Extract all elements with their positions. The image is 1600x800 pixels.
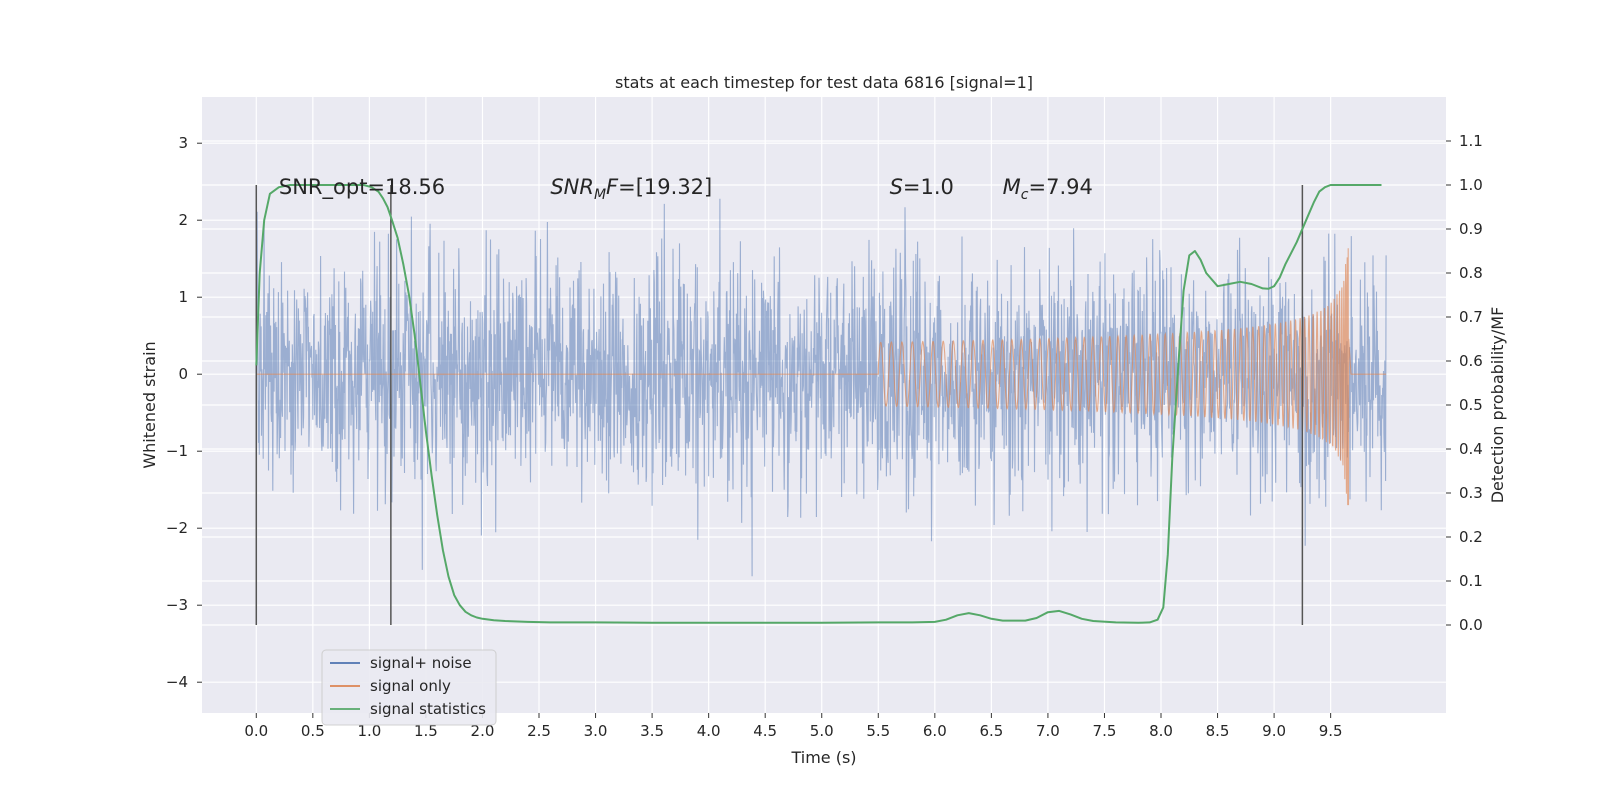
y-tick-label: 3 [178,134,188,152]
y2-tick-label: 0.2 [1459,528,1483,546]
annotation-part: F [606,175,619,199]
y2-tick-label: 0.5 [1459,396,1483,414]
y2-axis-ticks: 1.1 1.0 0.9 0.8 0.7 0.6 0.5 0.4 0.3 0.2 0.1 0.0 [1446,132,1483,634]
y2-tick-label: 0.3 [1459,484,1483,502]
annotation-part: SNR [550,175,594,199]
x-tick-label: 2.5 [527,722,551,740]
y-tick-label: 0 [178,365,188,383]
x-tick-label: 3.5 [640,722,664,740]
y2-tick-label: 0.6 [1459,352,1483,370]
annotation-part: M [594,187,606,203]
annotation-part: SNR_opt=18.56 [279,175,445,200]
x-tick-label: 7.5 [1093,722,1117,740]
x-tick-label: 8.0 [1149,722,1173,740]
y-tick-label: −2 [166,519,188,537]
x-tick-label: 4.0 [697,722,721,740]
annotation-text: Mc=7.94 [1003,175,1093,203]
x-tick-label: 0.5 [301,722,325,740]
signal-only-series [256,248,1387,506]
annotation-text: S=1.0 [890,175,954,199]
signal-plus-noise-line [255,198,1387,577]
annotation-part: S [890,175,903,199]
x-tick-label: 3.0 [584,722,608,740]
x-tick-label: 2.0 [471,722,495,740]
y2-tick-label: 0.7 [1459,308,1483,326]
x-tick-label: 9.5 [1319,722,1343,740]
y-tick-label: 2 [178,211,188,229]
signal-statistics-series [255,184,1382,624]
annotation-part: M [1003,175,1021,199]
legend-label-noise: signal+ noise [370,654,472,672]
x-tick-label: 8.5 [1206,722,1230,740]
y2-tick-label: 1.1 [1459,132,1483,150]
signal-only-line [256,248,1387,506]
y-axis-title: Whitened strain [140,341,159,468]
x-tick-label: 5.5 [866,722,890,740]
y-tick-label: −4 [166,673,188,691]
annotations: SNR_opt=18.56 SNRMF=[19.32] S=1.0 Mc=7.94 [279,175,1093,203]
y-tick-label: −3 [166,596,188,614]
annotation-text: SNR_opt=18.56 [279,175,445,200]
x-tick-label: 1.0 [357,722,381,740]
y2-tick-label: 0.4 [1459,440,1483,458]
y2-tick-label: 0.1 [1459,572,1483,590]
annotation-text: SNRMF=[19.32] [550,175,712,203]
x-tick-label: 1.5 [414,722,438,740]
x-tick-label: 5.0 [810,722,834,740]
x-axis-title: Time (s) [790,748,856,767]
legend: signal+ noise signal only signal statist… [321,649,497,726]
y-tick-label: 1 [178,288,188,306]
legend-label-stats: signal statistics [370,700,486,718]
x-tick-label: 6.5 [979,722,1003,740]
vertical-marker-lines [255,185,1304,625]
annotation-part: =7.94 [1029,175,1093,199]
signal-statistics-line [255,184,1382,624]
legend-label-signal: signal only [370,677,451,695]
y2-tick-label: 0.8 [1459,264,1483,282]
x-tick-label: 0.0 [244,722,268,740]
x-axis-ticks: 0.0 0.5 1.0 1.5 2.0 2.5 3.0 3.5 4.0 4.5 5.0 5.5 6.0 6… [244,713,1343,740]
y2-tick-label: 0.0 [1459,616,1483,634]
annotation-part: =[19.32] [618,175,712,199]
x-tick-label: 9.0 [1262,722,1286,740]
y-axis-ticks: 3 2 1 0 −1 −2 −3 −4 [166,134,202,691]
annotation-part: =1.0 [903,175,954,199]
annotation-part: c [1021,187,1029,203]
y2-tick-label: 1.0 [1459,176,1483,194]
x-tick-label: 4.5 [753,722,777,740]
y2-axis-title: Detection probability/MF [1488,307,1507,504]
signal-plus-noise-series [255,198,1387,577]
y-tick-label: −1 [166,442,188,460]
legend-box [321,649,497,726]
y2-tick-label: 0.9 [1459,220,1483,238]
x-tick-label: 7.0 [1036,722,1060,740]
chart-title: stats at each timestep for test data 681… [615,73,1033,92]
x-tick-label: 6.0 [923,722,947,740]
